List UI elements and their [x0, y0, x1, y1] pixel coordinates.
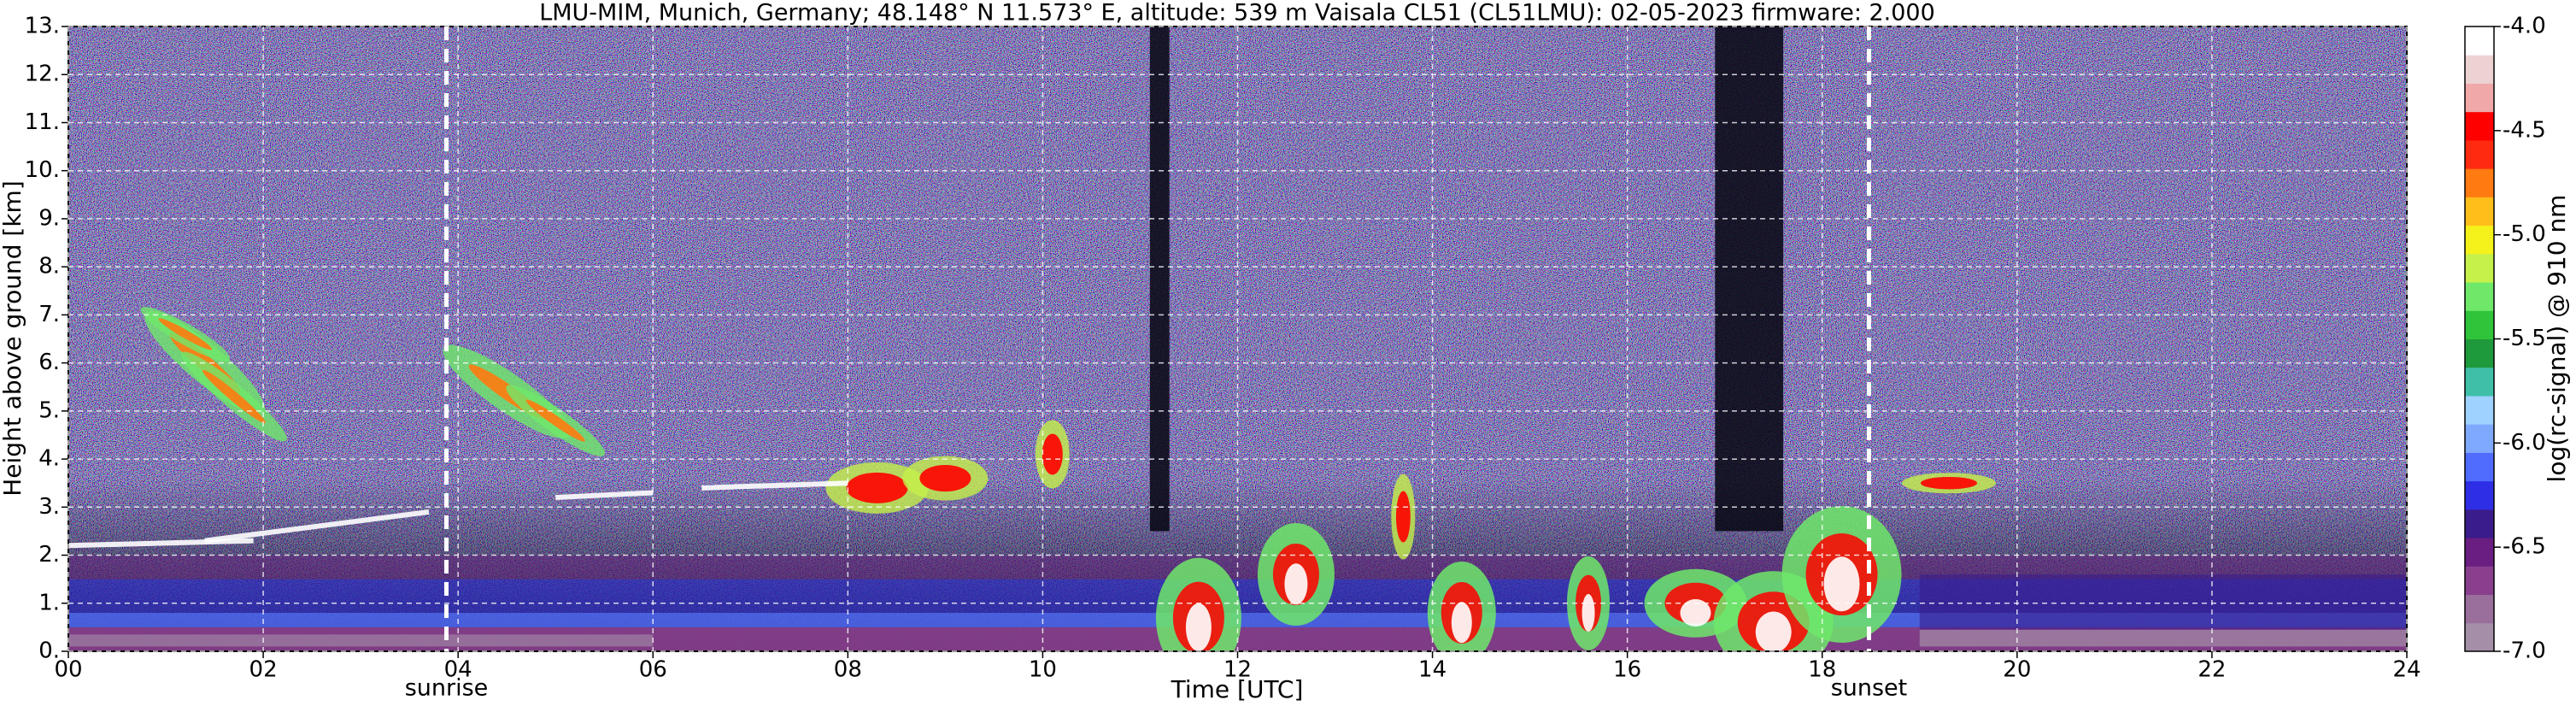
y-tick-label: 12.	[25, 62, 60, 87]
layer	[846, 472, 908, 503]
annotation-label: sunrise	[405, 675, 489, 702]
x-tick-label: 24	[2392, 657, 2421, 683]
y-tick-label: 0.	[38, 638, 60, 664]
colorbar-segment	[2465, 538, 2494, 567]
layer	[1823, 556, 1860, 612]
y-tick-label: 10.	[25, 157, 60, 183]
colorbar-segment	[2465, 566, 2494, 596]
layer	[701, 480, 848, 491]
layer	[202, 369, 266, 424]
colorbar-segment	[2465, 594, 2494, 624]
y-tick-label: 9.	[38, 205, 60, 231]
y-tick-label: 7.	[38, 302, 60, 327]
layer	[1042, 433, 1063, 475]
colorbar-segment	[2465, 367, 2494, 397]
x-tick-label: 14	[1418, 657, 1446, 683]
y-tick-label: 8.	[38, 254, 60, 279]
layer	[1581, 594, 1595, 632]
layer	[525, 399, 585, 442]
colorbar-tick-label: -4.5	[2503, 117, 2546, 143]
colorbar-segment	[2465, 509, 2494, 538]
layer	[1149, 26, 1170, 532]
y-tick-label: 2.	[38, 542, 60, 568]
colorbar-tick-label: -7.0	[2503, 638, 2546, 664]
layer	[204, 509, 430, 544]
layer	[555, 490, 654, 501]
layer	[1451, 602, 1472, 644]
x-axis-label: Time [UTC]	[1171, 675, 1304, 703]
colorbar-segment	[2465, 83, 2494, 113]
colorbar-tick-label: -6.5	[2503, 534, 2546, 560]
colorbar-segment	[2465, 452, 2494, 482]
x-tick-label: 16	[1613, 657, 1641, 683]
colorbar-tick-label: -5.0	[2503, 221, 2546, 247]
x-tick-label: 10	[1029, 657, 1057, 683]
x-tick-label: 04	[444, 657, 472, 683]
x-tick-label: 20	[2003, 657, 2031, 683]
colorbar-tick-label: -6.0	[2503, 430, 2546, 456]
layer	[68, 538, 254, 549]
layer	[919, 464, 971, 492]
layer	[68, 634, 654, 647]
layer	[1921, 476, 1978, 490]
colorbar-label: log(rc-signal) @ 910 nm	[2543, 195, 2571, 483]
x-tick-label: 02	[249, 657, 278, 683]
layer	[1755, 611, 1792, 651]
colorbar-segment	[2465, 310, 2494, 339]
x-tick-label: 18	[1808, 657, 1836, 683]
colorbar-segment	[2465, 282, 2494, 311]
x-tick-label: 12	[1223, 657, 1252, 683]
y-tick-label: 3.	[38, 494, 60, 520]
annotation-label: sunset	[1831, 675, 1908, 702]
layer	[1680, 599, 1711, 627]
x-tick-label: 22	[2198, 657, 2226, 683]
x-tick-label: 08	[834, 657, 862, 683]
layer	[1715, 26, 1784, 532]
x-tick-label: 06	[639, 657, 667, 683]
colorbar-tick-label: -4.0	[2503, 14, 2546, 39]
colorbar-segment	[2465, 424, 2494, 453]
colorbar-segment	[2465, 168, 2494, 197]
y-tick-label: 6.	[38, 350, 60, 375]
colorbar-segment	[2465, 480, 2494, 510]
layer	[1919, 574, 2407, 630]
y-axis-label: Height above ground [km]	[0, 180, 26, 497]
colorbar-segment	[2465, 395, 2494, 425]
colorbar-segment	[2465, 253, 2494, 283]
layer	[1185, 603, 1212, 651]
colorbar-segment	[2465, 225, 2494, 255]
colorbar-tick-label: -5.5	[2503, 326, 2546, 351]
chart-title: LMU-MIM, Munich, Germany; 48.148° N 11.5…	[539, 0, 1935, 26]
x-tick-label: 00	[54, 657, 82, 683]
colorbar-segment	[2465, 26, 2494, 56]
y-tick-label: 5.	[38, 397, 60, 423]
colorbar-segment	[2465, 622, 2494, 652]
layer	[1284, 563, 1308, 605]
colorbar-segment	[2465, 338, 2494, 368]
y-tick-label: 13.	[25, 14, 60, 39]
colorbar-segment	[2465, 139, 2494, 169]
colorbar-segment	[2465, 55, 2494, 84]
colorbar-segment	[2465, 111, 2494, 141]
y-tick-label: 11.	[25, 109, 60, 135]
y-tick-label: 4.	[38, 446, 60, 472]
layer	[158, 318, 213, 350]
layer	[1919, 629, 2407, 647]
y-tick-label: 1.	[38, 590, 60, 615]
layer	[1395, 491, 1411, 543]
colorbar-segment	[2465, 197, 2494, 227]
